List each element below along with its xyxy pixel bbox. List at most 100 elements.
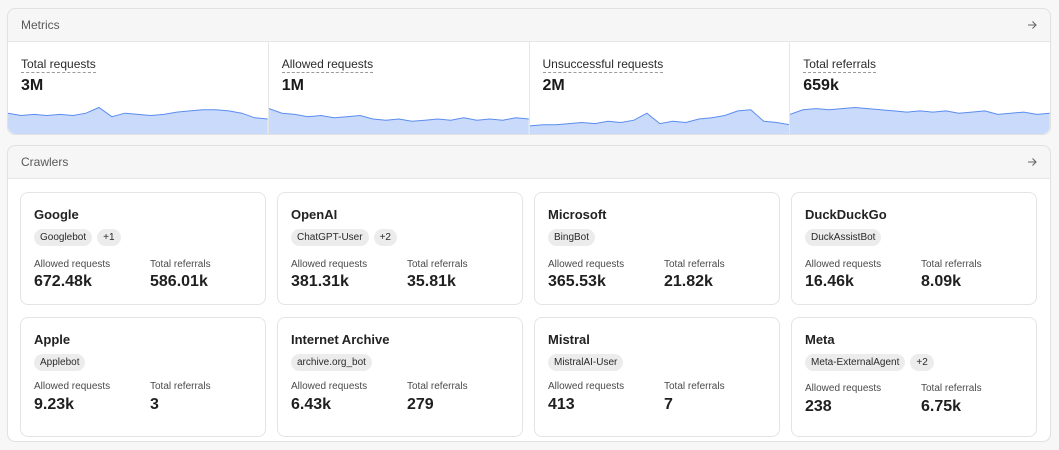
total-referrals-value: 7 [664,396,673,413]
crawler-tag: Meta-ExternalAgent [805,354,906,371]
crawler-tag: Applebot [34,354,86,371]
crawler-card-microsoft[interactable]: Microsoft BingBot Allowed requests 365.5… [534,192,780,305]
allowed-requests-label: Allowed requests [34,381,111,392]
sparkline-chart [529,104,790,134]
crawler-name: Internet Archive [291,332,390,347]
crawler-tags: Meta-ExternalAgent +2 [805,354,934,371]
crawler-cards: Google Googlebot +1 Allowed requests 672… [8,178,1050,441]
crawler-card-google[interactable]: Google Googlebot +1 Allowed requests 672… [20,192,266,305]
crawlers-header: Crawlers [8,146,1050,178]
sparkline-line [790,108,1050,115]
crawler-tags: Applebot [34,354,86,371]
metrics-panel: Metrics Total requests 3M Allowed reques… [7,8,1051,135]
sparkline-area [8,107,268,134]
crawler-name: Microsoft [548,207,607,222]
metric-value: 2M [542,77,565,94]
sparkline-chart [790,104,1050,134]
total-referrals-label: Total referrals [664,259,725,270]
total-referrals-label: Total referrals [664,381,725,392]
sparkline-line [530,110,790,126]
crawler-tags: ChatGPT-User +2 [291,229,397,246]
allowed-requests-value: 9.23k [34,396,75,413]
crawler-tags: archive.org_bot [291,354,372,371]
metric-tile-allowed-requests[interactable]: Allowed requests 1M [268,42,530,134]
allowed-requests-value: 238 [805,398,832,415]
total-referrals-value: 3 [150,396,159,413]
allowed-requests-value: 672.48k [34,273,92,290]
total-referrals-label: Total referrals [407,259,468,270]
sparkline-line [8,108,268,120]
total-referrals-value: 6.75k [921,398,962,415]
crawler-card-internet-archive[interactable]: Internet Archive archive.org_bot Allowed… [277,317,523,437]
sparkline-area [268,108,529,134]
crawler-tag: MistralAI-User [548,354,624,371]
total-referrals-label: Total referrals [407,381,468,392]
metric-value: 3M [21,77,44,94]
total-referrals-value: 35.81k [407,273,456,290]
more-tags-badge[interactable]: +2 [373,229,397,246]
allowed-requests-value: 16.46k [805,273,854,290]
arrow-right-icon[interactable] [1026,156,1038,168]
allowed-requests-value: 381.31k [291,273,349,290]
total-referrals-label: Total referrals [150,381,211,392]
metrics-tiles: Total requests 3M Allowed requests 1M Un… [8,41,1050,134]
allowed-requests-label: Allowed requests [34,259,111,270]
allowed-requests-value: 413 [548,396,575,413]
crawler-card-openai[interactable]: OpenAI ChatGPT-User +2 Allowed requests … [277,192,523,305]
crawler-name: Meta [805,332,835,347]
metric-label[interactable]: Unsuccessful requests [542,57,664,73]
crawler-card-mistral[interactable]: Mistral MistralAI-User Allowed requests … [534,317,780,437]
more-tags-badge[interactable]: +1 [97,229,121,246]
allowed-requests-label: Allowed requests [291,259,368,270]
sparkline-line [269,109,529,122]
arrow-right-icon[interactable] [1026,19,1038,31]
crawler-tag: DuckAssistBot [805,229,882,246]
total-referrals-label: Total referrals [150,259,211,270]
more-tags-badge[interactable]: +2 [910,354,934,371]
crawler-name: Google [34,207,79,222]
allowed-requests-label: Allowed requests [805,383,882,394]
crawler-card-apple[interactable]: Apple Applebot Allowed requests 9.23k To… [20,317,266,437]
crawler-tags: BingBot [548,229,596,246]
metric-tile-total-requests[interactable]: Total requests 3M [8,42,269,134]
crawler-tags: MistralAI-User [548,354,624,371]
total-referrals-value: 279 [407,396,434,413]
sparkline-chart [8,104,268,134]
metric-value: 659k [803,77,839,94]
crawler-card-duckduckgo[interactable]: DuckDuckGo DuckAssistBot Allowed request… [791,192,1037,305]
sparkline-area [529,109,790,134]
total-referrals-label: Total referrals [921,383,982,394]
total-referrals-value: 21.82k [664,273,713,290]
total-referrals-value: 8.09k [921,273,962,290]
crawler-tag: BingBot [548,229,596,246]
crawler-tag: archive.org_bot [291,354,372,371]
crawler-name: DuckDuckGo [805,207,887,222]
metric-label[interactable]: Total requests [21,57,96,73]
crawler-name: Mistral [548,332,590,347]
metrics-header: Metrics [8,9,1050,41]
crawler-card-meta[interactable]: Meta Meta-ExternalAgent +2 Allowed reque… [791,317,1037,437]
crawler-tag: Googlebot [34,229,93,246]
metric-value: 1M [281,77,304,94]
sparkline-area [790,107,1050,134]
allowed-requests-label: Allowed requests [291,381,368,392]
total-referrals-value: 586.01k [150,273,208,290]
crawler-tag: ChatGPT-User [291,229,369,246]
crawler-name: Apple [34,332,71,347]
metric-tile-total-referrals[interactable]: Total referrals 659k [790,42,1050,134]
metric-label[interactable]: Allowed requests [281,57,374,73]
total-referrals-label: Total referrals [921,259,982,270]
crawlers-panel: Crawlers Google Googlebot +1 Allowed req… [7,145,1051,442]
crawler-name: OpenAI [291,207,338,222]
allowed-requests-value: 6.43k [291,396,332,413]
allowed-requests-label: Allowed requests [548,381,625,392]
sparkline-chart [268,104,529,134]
allowed-requests-label: Allowed requests [805,259,882,270]
metric-label[interactable]: Total referrals [803,57,876,73]
metric-tile-unsuccessful-requests[interactable]: Unsuccessful requests 2M [529,42,791,134]
crawlers-title: Crawlers [21,155,69,169]
allowed-requests-value: 365.53k [548,273,606,290]
crawler-tags: Googlebot +1 [34,229,121,246]
metrics-title: Metrics [21,18,60,32]
allowed-requests-label: Allowed requests [548,259,625,270]
